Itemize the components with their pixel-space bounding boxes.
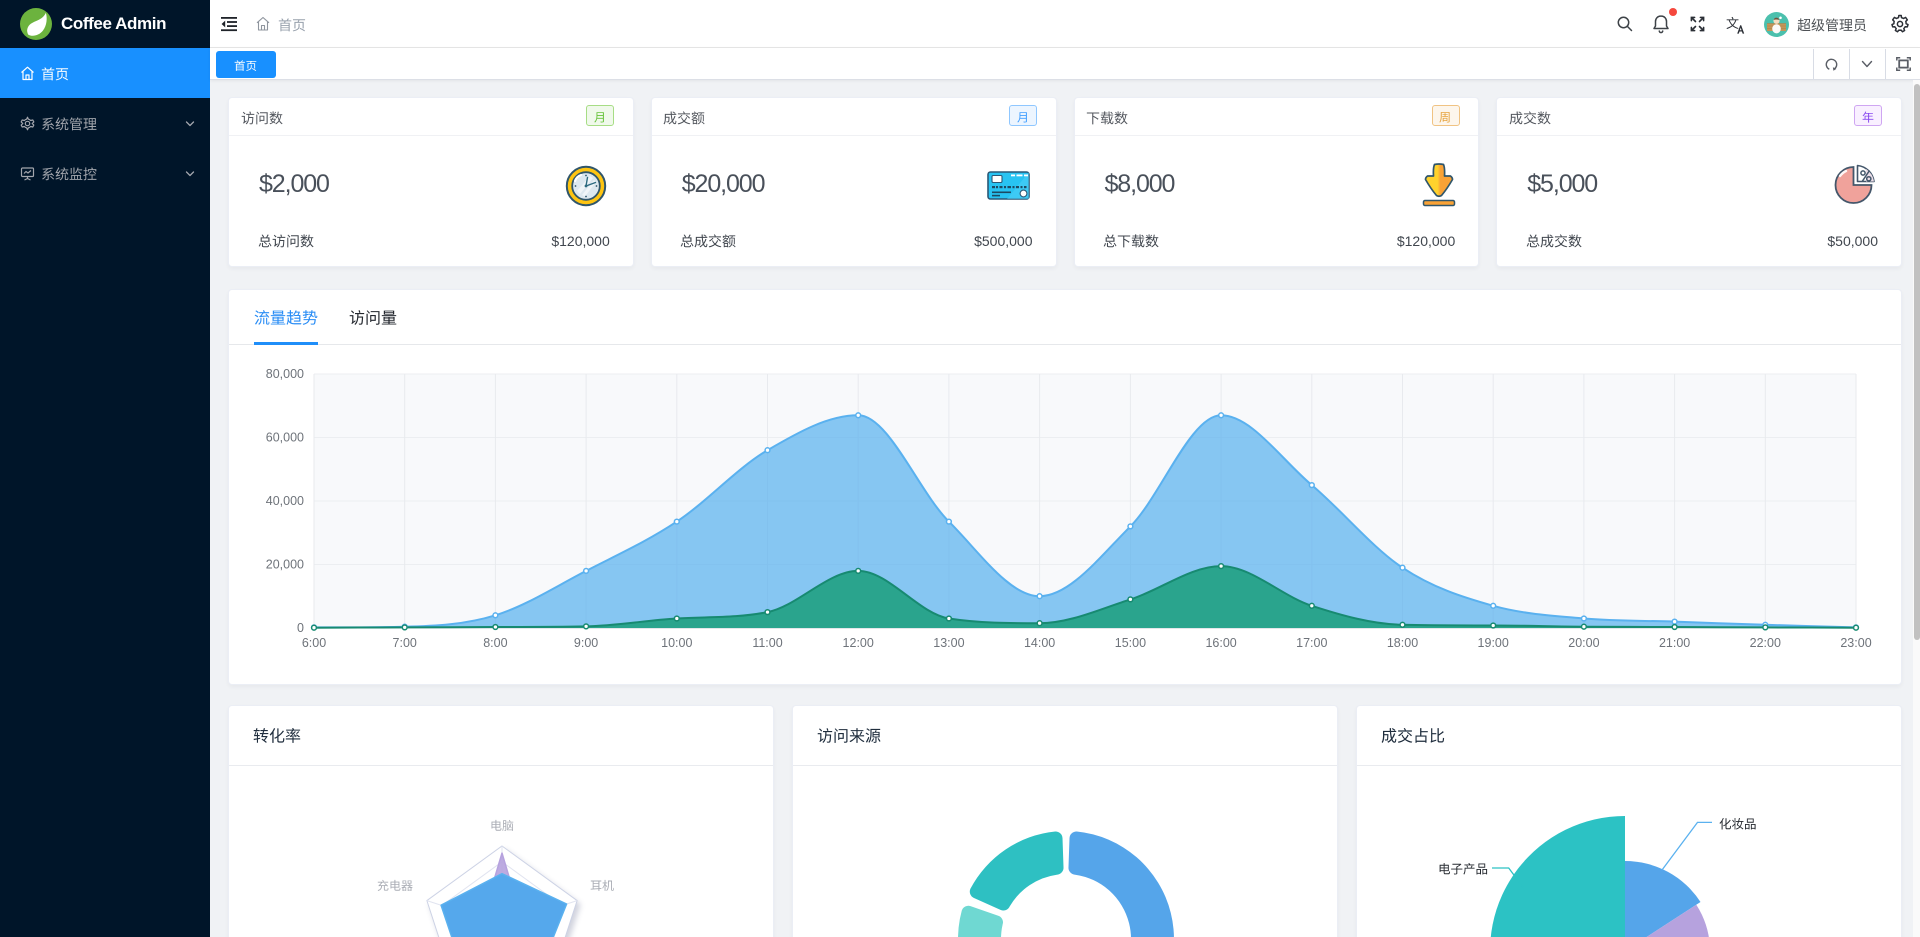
svg-text:18:00: 18:00: [1387, 636, 1418, 650]
svg-text:20,000: 20,000: [266, 558, 304, 572]
svg-text:40,000: 40,000: [266, 494, 304, 508]
svg-text:0: 0: [297, 621, 304, 635]
svg-text:6:00: 6:00: [302, 636, 326, 650]
svg-text:14:00: 14:00: [1024, 636, 1055, 650]
svg-text:12:00: 12:00: [843, 636, 874, 650]
svg-text:9:00: 9:00: [574, 636, 598, 650]
svg-text:20:00: 20:00: [1568, 636, 1599, 650]
svg-text:19:00: 19:00: [1478, 636, 1509, 650]
svg-text:60,000: 60,000: [266, 431, 304, 445]
svg-text:11:00: 11:00: [752, 636, 782, 650]
svg-text:17:00: 17:00: [1296, 636, 1327, 650]
svg-text:80,000: 80,000: [266, 367, 304, 381]
svg-text:8:00: 8:00: [483, 636, 507, 650]
svg-text:10:00: 10:00: [661, 636, 692, 650]
svg-text:16:00: 16:00: [1205, 636, 1236, 650]
svg-text:22:00: 22:00: [1750, 636, 1781, 650]
svg-text:7:00: 7:00: [393, 636, 417, 650]
svg-text:23:00: 23:00: [1840, 636, 1871, 650]
svg-text:21:00: 21:00: [1659, 636, 1690, 650]
svg-text:15:00: 15:00: [1115, 636, 1146, 650]
svg-text:13:00: 13:00: [933, 636, 964, 650]
